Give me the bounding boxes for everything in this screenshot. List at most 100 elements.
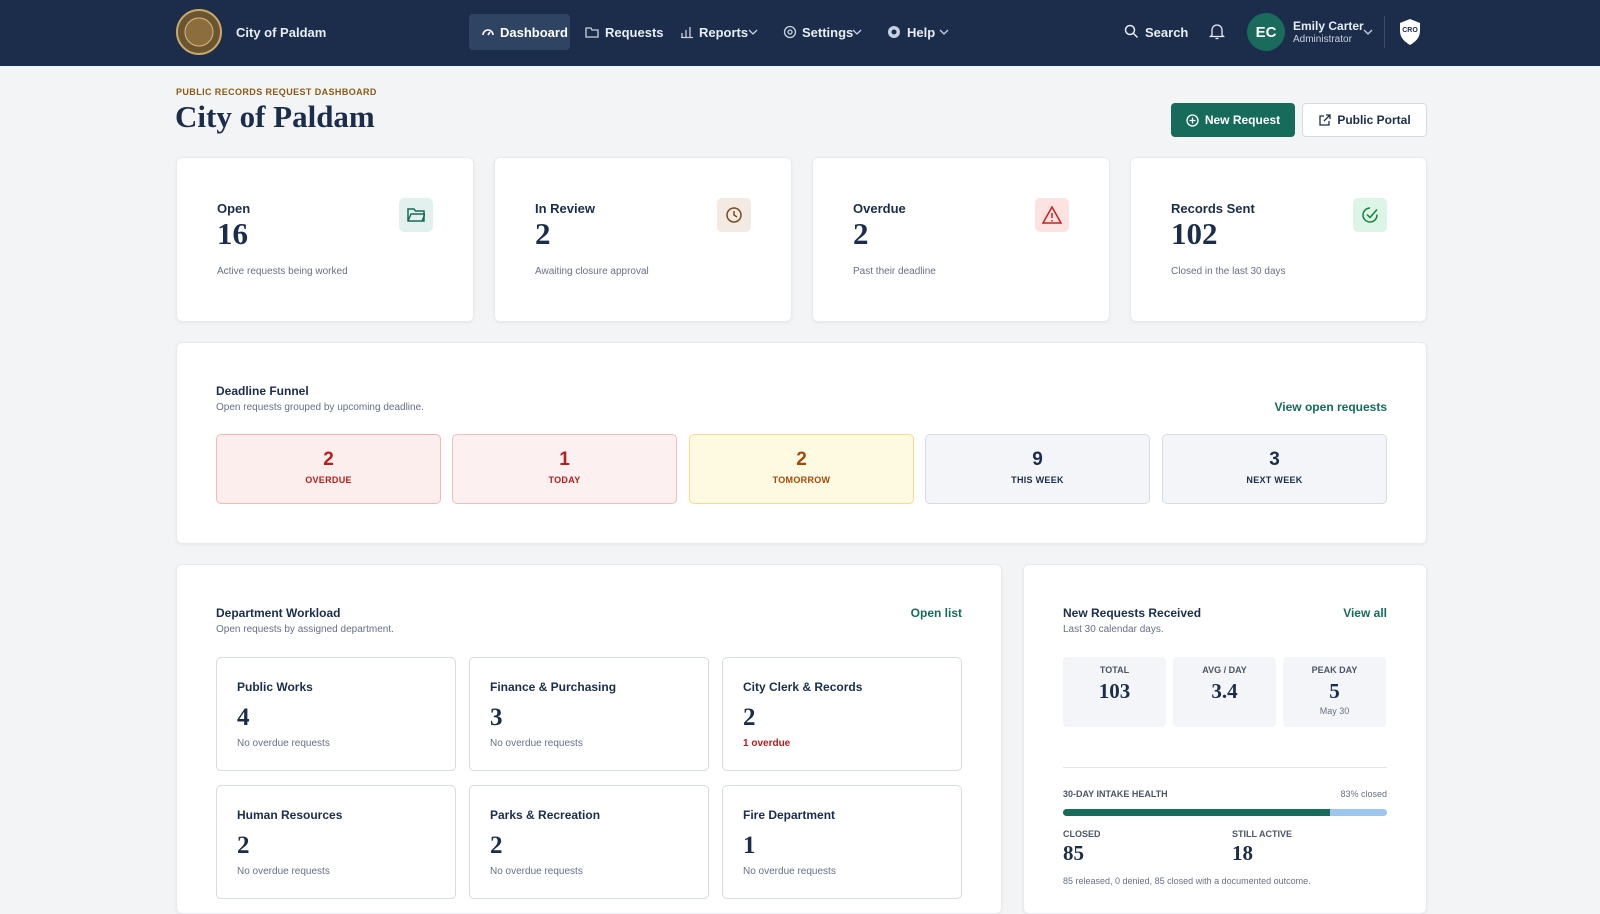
nav-item[interactable]: Requests — [605, 25, 664, 40]
stage-label: TOMORROW — [772, 475, 831, 485]
stat-card: In Review 2 Awaiting closure approval — [494, 157, 792, 322]
department-card — [176, 564, 1002, 914]
department[interactable]: City Clerk & Records 2 1 overdue — [722, 657, 962, 771]
department-value: 2 — [490, 832, 503, 859]
divider — [1384, 16, 1385, 48]
chevron — [939, 29, 949, 35]
user-name: Emily Carter — [1293, 19, 1364, 33]
department-value: 4 — [237, 704, 250, 731]
divider — [1063, 767, 1387, 768]
nav-item[interactable]: Dashboard — [500, 25, 568, 40]
stat-label: In Review — [535, 201, 595, 216]
health-summary: 83% closed — [1340, 789, 1387, 799]
search[interactable]: Search — [1145, 25, 1189, 40]
intake-card — [1023, 564, 1427, 914]
eyebrow: PUBLIC RECORDS REQUEST DASHBOARD — [176, 87, 377, 97]
link[interactable]: View all — [1343, 606, 1387, 620]
city-seal — [176, 9, 222, 55]
department[interactable]: Finance & Purchasing 3 No overdue requests — [469, 657, 709, 771]
health-label: 30-DAY INTAKE HEALTH — [1063, 789, 1168, 799]
department[interactable]: Parks & Recreation 2 No overdue requests — [469, 785, 709, 899]
footnote: 85 released, 0 denied, 85 closed with a … — [1063, 876, 1311, 886]
stat-icon — [1353, 198, 1387, 232]
page-title: City of Paldam — [175, 99, 375, 134]
department-name: Human Resources — [237, 808, 343, 822]
metric-value: 103 — [1098, 679, 1131, 703]
funnel-stage[interactable]: 2 TOMORROW — [689, 434, 914, 504]
department-note: No overdue requests — [237, 738, 330, 749]
notifications[interactable] — [1209, 23, 1225, 40]
metric-label: TOTAL — [1099, 665, 1130, 675]
stat-label: Overdue — [853, 201, 906, 216]
icon — [888, 26, 900, 38]
stage-value: 1 — [559, 449, 570, 470]
closed-value: 85 — [1063, 841, 1084, 865]
new-request-button[interactable]: New Request — [1171, 103, 1295, 137]
chevron — [852, 29, 862, 35]
nav-item[interactable]: Reports — [699, 25, 749, 40]
funnel-stage[interactable]: 9 THIS WEEK — [925, 434, 1150, 504]
stat-icon — [1035, 198, 1069, 232]
stat-note: Active requests being worked — [217, 266, 348, 277]
section-subtitle: Open requests grouped by upcoming deadli… — [216, 402, 424, 413]
department[interactable]: Public Works 4 No overdue requests — [216, 657, 456, 771]
stat-label: Records Sent — [1171, 201, 1255, 216]
nav-item[interactable]: Help — [907, 25, 936, 40]
stage-label: THIS WEEK — [1011, 475, 1064, 485]
metric-value: 3.4 — [1211, 679, 1238, 703]
stage-label: OVERDUE — [305, 475, 352, 485]
badge: CRO — [1402, 27, 1418, 34]
brand[interactable]: City of Paldam — [236, 25, 327, 40]
stat-value: 16 — [217, 216, 248, 251]
funnel-stage[interactable]: 1 TODAY — [452, 434, 677, 504]
department-name: Public Works — [237, 680, 313, 694]
stage-value: 9 — [1032, 449, 1043, 470]
stat-icon — [399, 198, 433, 232]
department-name: Fire Department — [743, 808, 836, 822]
link[interactable]: Open list — [910, 606, 962, 620]
chevron — [1363, 29, 1373, 35]
metric-note: May 30 — [1319, 706, 1350, 716]
department-note: No overdue requests — [490, 738, 583, 749]
department-value: 2 — [237, 832, 250, 859]
stat-card: Open 16 Active requests being worked — [176, 157, 474, 322]
department-name: City Clerk & Records — [743, 680, 863, 694]
avatar[interactable]: EC — [1247, 13, 1285, 51]
department-note: No overdue requests — [237, 866, 330, 877]
stage-label: TODAY — [548, 475, 581, 485]
section-subtitle: Open requests by assigned department. — [216, 624, 394, 635]
stat-value: 102 — [1171, 216, 1218, 251]
metric: AVG / DAY 3.4 — [1173, 657, 1276, 727]
label: Public Portal — [1337, 113, 1411, 127]
stage-label: NEXT WEEK — [1246, 475, 1303, 485]
department[interactable]: Fire Department 1 No overdue requests — [722, 785, 962, 899]
stat-value: 2 — [535, 216, 551, 251]
metric-label: AVG / DAY — [1202, 665, 1247, 675]
department[interactable]: Human Resources 2 No overdue requests — [216, 785, 456, 899]
section-title: New Requests Received — [1063, 606, 1202, 620]
stat-note: Past their deadline — [853, 266, 936, 277]
icon — [585, 27, 599, 38]
stat-card: Overdue 2 Past their deadline — [812, 157, 1110, 322]
stage-value: 3 — [1269, 449, 1280, 470]
closed-segment — [1063, 809, 1331, 816]
stat-card: Records Sent 102 Closed in the last 30 d… — [1130, 157, 1427, 322]
stage-value: 2 — [323, 449, 334, 470]
icon — [783, 25, 797, 39]
funnel-stage[interactable]: 2 OVERDUE — [216, 434, 441, 504]
department-note: No overdue requests — [743, 866, 836, 877]
funnel-stage[interactable]: 3 NEXT WEEK — [1162, 434, 1387, 504]
department-name: Parks & Recreation — [490, 808, 601, 822]
closed-label: CLOSED — [1063, 829, 1101, 839]
top-nav: City of Paldam Dashboard Requests Report… — [0, 0, 1600, 66]
department-value: 2 — [743, 704, 756, 731]
public-portal-button[interactable]: Public Portal — [1302, 103, 1427, 137]
department-value: 3 — [490, 704, 503, 731]
active-value: 18 — [1232, 841, 1253, 865]
stat-note: Awaiting closure approval — [535, 266, 649, 277]
nav-item[interactable]: Settings — [802, 25, 854, 40]
link[interactable]: View open requests — [1274, 400, 1387, 414]
health-bar — [1063, 809, 1387, 816]
metric-value: 5 — [1329, 679, 1340, 703]
